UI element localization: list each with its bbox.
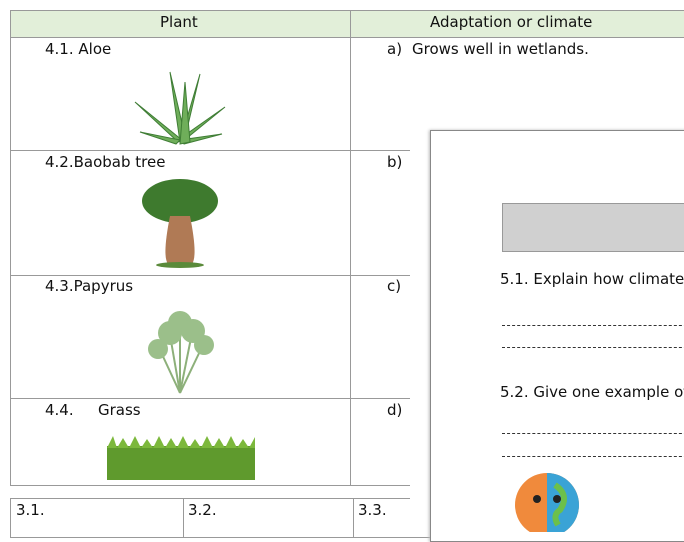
plant-label: Grass [98, 401, 141, 419]
plant-label: 4.2.Baobab tree [45, 153, 166, 171]
letter: d) [387, 401, 403, 419]
papyrus-image [148, 311, 214, 394]
question: 5.2. Give one example of [500, 383, 684, 401]
plant-label: 4.1. Aloe [45, 40, 112, 58]
cell-label: 3.3. [358, 501, 387, 519]
answer-line [502, 456, 684, 457]
cell-label: 3.2. [188, 501, 217, 519]
grey-box [502, 203, 684, 252]
answer-line [502, 325, 684, 326]
letter: c) [387, 277, 402, 295]
header-text: Plant [160, 13, 198, 31]
plant-label: 4.4. [45, 401, 74, 419]
answer-line [502, 433, 684, 434]
plant-label: 4.3.Papyrus [45, 277, 134, 295]
question: 5.1. Explain how climate [500, 270, 684, 288]
answer-line [502, 347, 684, 348]
overlay-page [430, 130, 684, 542]
earth-icon [515, 473, 579, 532]
adaptation: Grows well in wetlands. [412, 40, 589, 58]
aloe-image [134, 71, 226, 145]
cell-label: 3.1. [16, 501, 45, 519]
letter: a) [387, 40, 403, 58]
grass-image [107, 436, 255, 480]
letter: b) [387, 153, 403, 171]
header-text: Adaptation or climate [430, 13, 593, 31]
gap [410, 150, 430, 532]
header-cell [350, 10, 684, 38]
baobab-image [142, 179, 218, 268]
